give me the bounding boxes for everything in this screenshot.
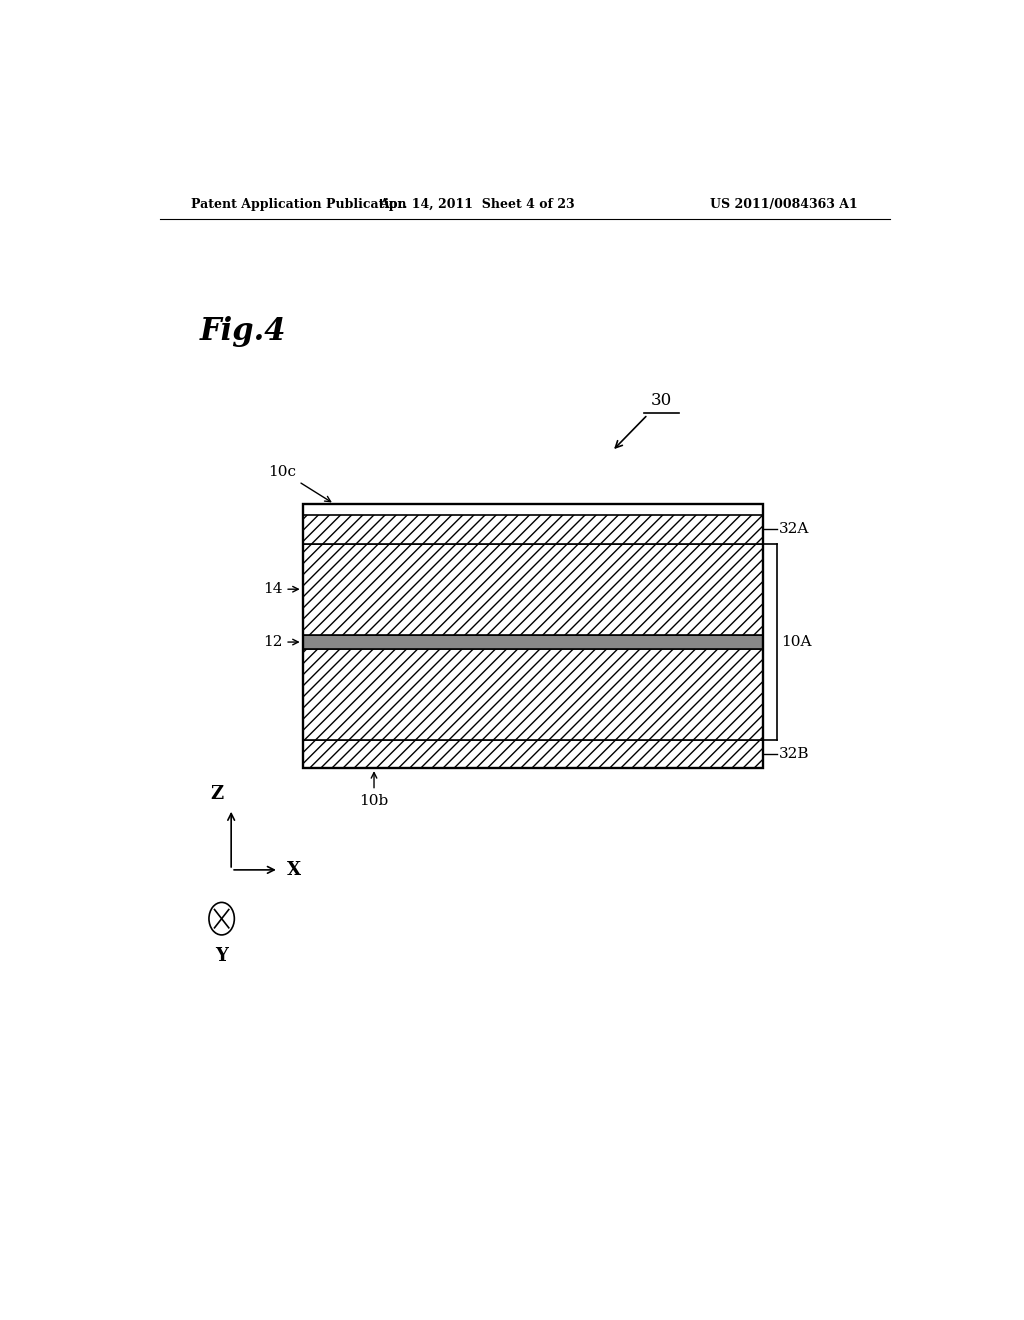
- Text: 30: 30: [650, 392, 672, 409]
- Text: Z: Z: [210, 785, 223, 803]
- Bar: [303, 544, 763, 635]
- Text: X: X: [287, 861, 301, 879]
- Bar: [303, 649, 763, 741]
- Bar: [303, 741, 763, 768]
- Text: Fig.4: Fig.4: [200, 315, 286, 347]
- Bar: [303, 515, 763, 544]
- Text: Y: Y: [215, 948, 228, 965]
- Text: US 2011/0084363 A1: US 2011/0084363 A1: [711, 198, 858, 211]
- Text: 32A: 32A: [778, 523, 809, 536]
- Text: 10b: 10b: [359, 793, 389, 808]
- Bar: [303, 635, 763, 649]
- Text: Patent Application Publication: Patent Application Publication: [191, 198, 407, 211]
- Text: 14: 14: [263, 582, 283, 597]
- Bar: [303, 504, 763, 768]
- Text: 12: 12: [263, 635, 283, 649]
- Text: 32B: 32B: [778, 747, 809, 762]
- Text: Apr. 14, 2011  Sheet 4 of 23: Apr. 14, 2011 Sheet 4 of 23: [379, 198, 575, 211]
- Text: 10A: 10A: [781, 635, 812, 649]
- Text: 10c: 10c: [268, 465, 296, 479]
